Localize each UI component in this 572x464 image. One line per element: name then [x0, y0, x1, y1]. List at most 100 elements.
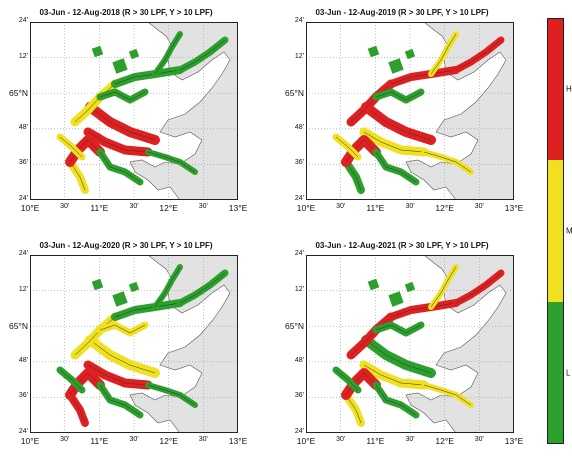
colorbar-label: L — [566, 368, 571, 378]
lon-tick-label: 10°E — [20, 436, 40, 446]
lon-tick-label: 12°E — [435, 203, 454, 213]
land-area — [129, 22, 238, 200]
lat-tick-label: 65°N — [285, 88, 304, 99]
lon-tick-label: 30' — [336, 436, 346, 443]
lon-tick-label: 30' — [60, 436, 70, 443]
fjord-channel — [350, 83, 392, 123]
fjord-channel — [89, 106, 156, 141]
lat-tick-label: 24' — [18, 250, 28, 257]
lat-tick-label: 48' — [18, 123, 28, 131]
lon-tick-label: 11°E — [366, 203, 385, 213]
offshore-block — [128, 281, 140, 293]
offshore-block — [367, 278, 380, 291]
offshore-block — [112, 58, 128, 74]
lat-tick-label: 12' — [18, 52, 28, 60]
lon-tick-label: 10°E — [296, 436, 316, 446]
lon-tick-label: 13°E — [504, 203, 524, 213]
lon-tick-label: 12°E — [435, 436, 454, 446]
lon-tick-label: 12°E — [159, 436, 178, 446]
offshore-block — [112, 291, 128, 307]
fjord-channel — [179, 39, 226, 71]
lon-tick-label: 13°E — [228, 436, 248, 446]
fjord-channel — [59, 369, 83, 391]
panel-title: 03-Jun - 12-Aug-2018 (R > 30 LPF, Y > 10… — [39, 8, 213, 17]
lat-tick-label: 24' — [18, 17, 28, 24]
fjord-channel — [335, 369, 359, 391]
land-area — [405, 22, 514, 200]
offshore-block — [404, 281, 416, 293]
lon-tick-label: 30' — [336, 203, 346, 210]
lon-tick-label: 30' — [129, 436, 139, 443]
map-panel: 03-Jun - 12-Aug-2021 (R > 30 LPF, Y > 10… — [276, 241, 528, 449]
lon-tick-label: 11°E — [366, 436, 385, 446]
panel-title: 03-Jun - 12-Aug-2019 (R > 30 LPF, Y > 10… — [315, 8, 489, 17]
lat-tick-label: 65°N — [9, 321, 28, 332]
colorbar-label: H — [566, 84, 572, 94]
offshore-block — [404, 48, 416, 60]
lat-tick-label: 24' — [18, 195, 28, 202]
fjord-channel — [423, 384, 472, 406]
colorbar — [547, 18, 564, 444]
fjord-channel — [375, 151, 417, 183]
lon-tick-label: 13°E — [504, 436, 524, 446]
fjord-channel — [59, 136, 83, 158]
fjord-channel — [87, 131, 149, 153]
map-panel: 03-Jun - 12-Aug-2019 (R > 30 LPF, Y > 10… — [276, 8, 528, 216]
lat-tick-label: 36' — [18, 392, 28, 400]
fjord-channel — [99, 91, 146, 101]
fjord-channel — [147, 384, 196, 406]
offshore-block — [388, 58, 404, 74]
colorbar-label: M — [566, 226, 572, 236]
lon-tick-label: 11°E — [90, 436, 109, 446]
lat-tick-label: 48' — [18, 356, 28, 364]
fjord-channel — [390, 302, 457, 318]
fjord-channel — [363, 364, 425, 386]
fjord-channel — [179, 272, 226, 304]
map-panel: 03-Jun - 12-Aug-2020 (R > 30 LPF, Y > 10… — [0, 241, 252, 449]
map-frame — [30, 255, 238, 433]
fjord-channel — [114, 302, 181, 318]
lon-tick-label: 30' — [474, 436, 484, 443]
map-area — [306, 22, 514, 200]
panel-title: 03-Jun - 12-Aug-2020 (R > 30 LPF, Y > 10… — [39, 241, 213, 250]
map-panel: 03-Jun - 12-Aug-2018 (R > 30 LPF, Y > 10… — [0, 8, 252, 216]
lat-tick-label: 12' — [18, 285, 28, 293]
panel-title: 03-Jun - 12-Aug-2021 (R > 30 LPF, Y > 10… — [315, 241, 489, 250]
fjord-channel — [69, 372, 101, 396]
lat-tick-label: 24' — [294, 428, 304, 435]
fjord-channel — [335, 136, 359, 158]
offshore-block — [388, 291, 404, 307]
lon-tick-label: 30' — [198, 203, 208, 210]
map-frame — [306, 255, 514, 433]
fjord-channel — [345, 394, 362, 424]
lon-tick-label: 13°E — [228, 203, 248, 213]
lat-tick-label: 65°N — [285, 321, 304, 332]
lon-tick-label: 30' — [474, 203, 484, 210]
lat-tick-label: 12' — [294, 285, 304, 293]
lat-tick-label: 65°N — [9, 88, 28, 99]
fjord-channel — [345, 161, 362, 191]
fjord-channel — [99, 384, 141, 416]
lat-tick-label: 48' — [294, 356, 304, 364]
fjord-channel — [89, 339, 156, 374]
fjord-channel — [365, 106, 432, 141]
fjord-channel — [363, 131, 425, 153]
lon-tick-label: 30' — [198, 436, 208, 443]
colorbar-segment — [548, 19, 563, 161]
land-area — [405, 255, 514, 433]
lon-tick-label: 12°E — [159, 203, 178, 213]
fjord-channel — [69, 139, 101, 163]
offshore-block — [128, 48, 140, 60]
colorbar-segment — [548, 160, 563, 302]
lat-tick-label: 36' — [294, 392, 304, 400]
lon-tick-label: 11°E — [90, 203, 109, 213]
lat-tick-label: 24' — [18, 428, 28, 435]
fjord-channel — [430, 266, 457, 308]
offshore-block — [91, 278, 104, 291]
fjord-channel — [87, 364, 149, 386]
lon-tick-label: 30' — [129, 203, 139, 210]
fjord-channel — [375, 91, 422, 101]
fjord-channel — [455, 39, 502, 71]
lat-tick-label: 24' — [294, 195, 304, 202]
offshore-block — [367, 45, 380, 58]
